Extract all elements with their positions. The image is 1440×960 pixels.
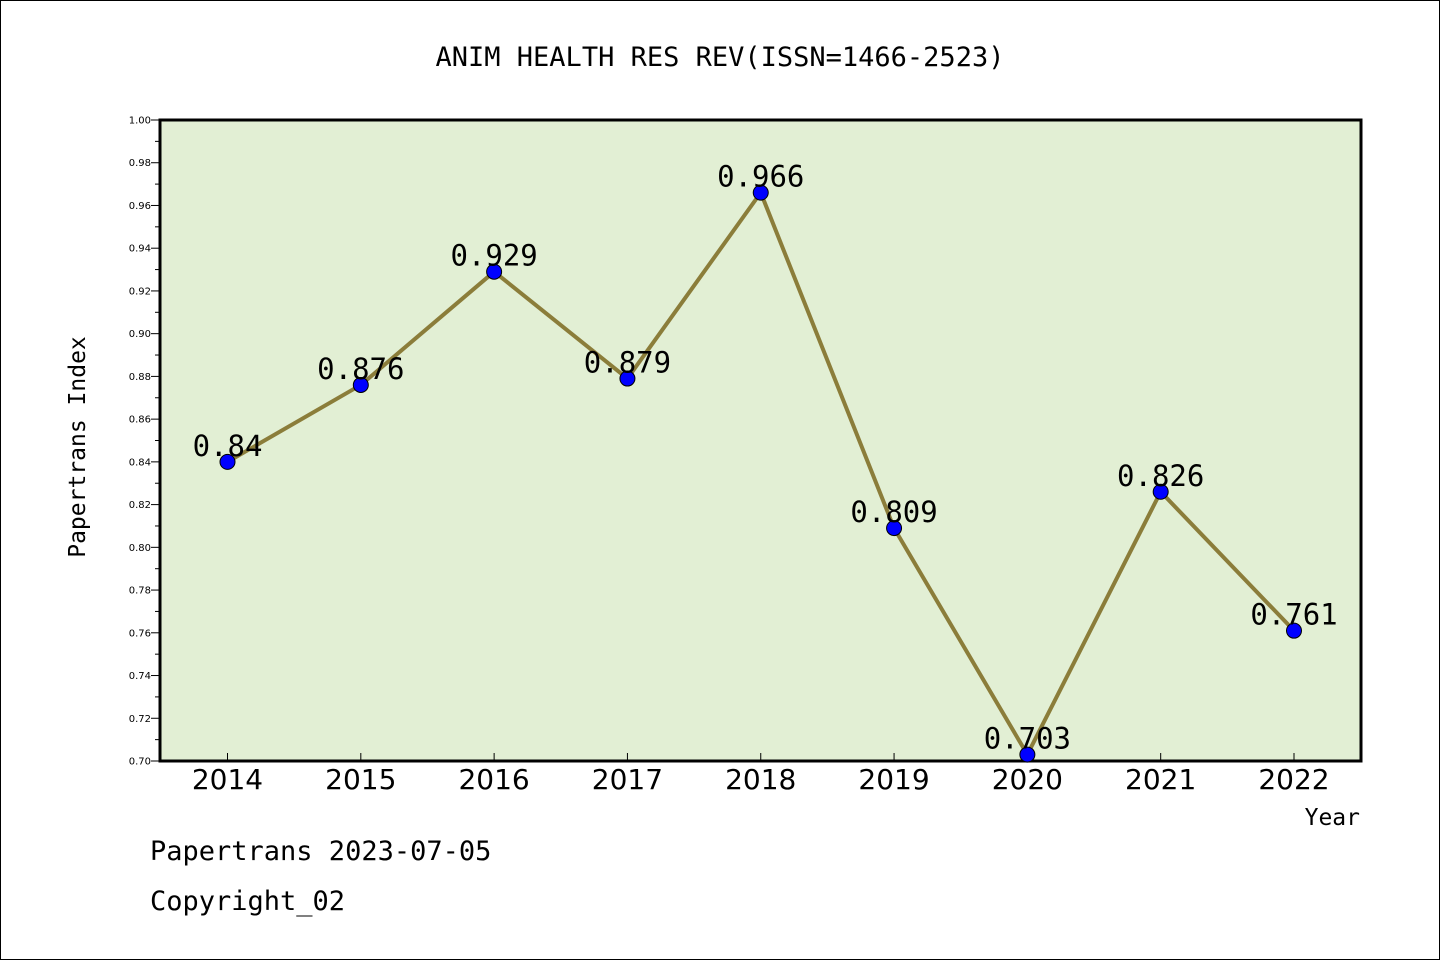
y-tick-label: 0.82: [129, 500, 151, 511]
data-label: 0.84: [193, 429, 263, 463]
data-point: [886, 520, 903, 537]
y-tick-label: 0.84: [129, 457, 151, 468]
data-point: [1286, 622, 1302, 639]
footer-copyright: Copyright_02: [150, 886, 346, 917]
footer-source: Papertrans 2023-07-05: [150, 836, 492, 867]
chart-title: ANIM HEALTH RES REV(ISSN=1466-2523): [436, 42, 1005, 73]
y-tick-label: 1.00: [129, 116, 151, 127]
x-tick-label: 2019: [858, 763, 929, 796]
data-label: 0.826: [1117, 459, 1204, 493]
y-tick-label: 0.78: [129, 586, 151, 597]
data-label: 0.703: [984, 722, 1071, 756]
y-tick-label: 0.98: [129, 158, 151, 169]
data-point: [486, 263, 503, 280]
data-point: [1152, 483, 1169, 500]
x-tick-label: 2015: [325, 763, 396, 796]
data-point: [619, 370, 636, 387]
data-label: 0.929: [450, 239, 537, 273]
y-tick-label: 0.88: [129, 372, 151, 383]
x-axis: 2014 2015 2016 2017 2018 2019 2020 2021 2022: [192, 753, 1330, 796]
data-point: [752, 184, 769, 201]
data-point: [352, 376, 369, 393]
y-tick-label: 0.96: [129, 201, 151, 212]
y-axis: 0.70 0.72 0.74 0.76 0.78 0.80 0.82 0.84 0.86 0.88…: [129, 116, 160, 768]
y-tick-label: 0.80: [129, 543, 151, 554]
data-point: [1019, 746, 1036, 763]
y-tick-label: 0.86: [129, 415, 151, 426]
data-label: 0.966: [717, 160, 804, 194]
x-tick-label: 2017: [592, 763, 663, 796]
y-axis-title: Papertrans Index: [65, 336, 91, 558]
x-tick-label: 2018: [725, 763, 796, 796]
y-tick-label: 0.74: [129, 671, 151, 682]
y-tick-label: 0.76: [129, 628, 151, 639]
x-axis-title: Year: [1305, 805, 1360, 831]
y-tick-label: 0.92: [129, 286, 151, 297]
data-label: 0.876: [317, 352, 404, 386]
y-tick-label: 0.90: [129, 329, 151, 340]
x-tick-label: 2022: [1258, 763, 1329, 796]
data-label: 0.809: [850, 495, 937, 529]
y-tick-label: 0.94: [129, 244, 151, 255]
x-tick-label: 2016: [458, 763, 529, 796]
data-label: 0.761: [1250, 598, 1337, 632]
data-points: [219, 184, 1302, 763]
y-tick-label: 0.72: [129, 714, 151, 725]
x-tick-label: 2020: [992, 763, 1063, 796]
x-tick-label: 2021: [1125, 763, 1196, 796]
x-tick-label: 2014: [192, 763, 263, 796]
data-point: [219, 453, 236, 470]
plot-area: [158, 118, 1363, 763]
data-labels: 0.84 0.876 0.929 0.879 0.966 0.809 0.703 0.826 0…: [193, 160, 1338, 756]
y-tick-label: 0.70: [129, 757, 151, 768]
data-label: 0.879: [584, 346, 671, 380]
